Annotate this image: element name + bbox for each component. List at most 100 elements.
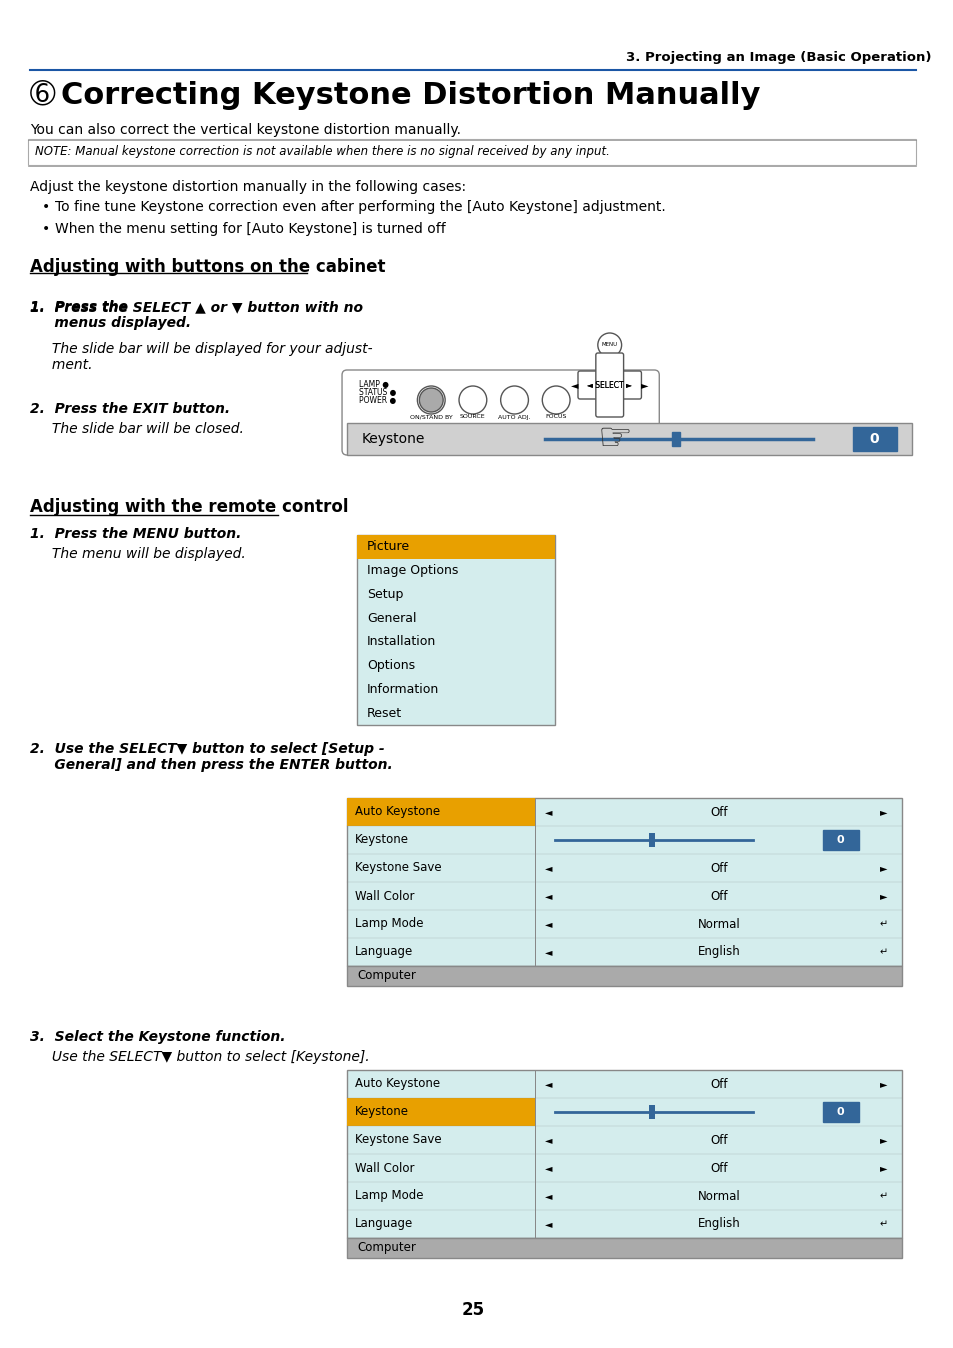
Text: 0: 0 <box>836 1107 843 1117</box>
Text: Off: Off <box>709 861 727 875</box>
FancyBboxPatch shape <box>347 423 911 456</box>
Text: FOCUS: FOCUS <box>545 414 566 419</box>
Text: Wall Color: Wall Color <box>355 890 414 903</box>
Text: English: English <box>697 945 740 958</box>
Text: Use the SELECT▼ button to select [Keystone].: Use the SELECT▼ button to select [Keysto… <box>30 1050 369 1064</box>
Text: Adjusting with buttons on the cabinet: Adjusting with buttons on the cabinet <box>30 257 385 276</box>
Bar <box>649 1105 655 1119</box>
Text: 1.  Press the: 1. Press the <box>30 301 132 314</box>
Text: Picture: Picture <box>367 541 410 554</box>
Text: Adjust the keystone distortion manually in the following cases:: Adjust the keystone distortion manually … <box>30 181 465 194</box>
Text: Normal: Normal <box>697 1189 740 1202</box>
Text: Computer: Computer <box>356 1242 416 1255</box>
Text: ►: ► <box>879 891 886 900</box>
Text: Lamp Mode: Lamp Mode <box>355 1189 423 1202</box>
Text: 2.  Press the EXIT button.: 2. Press the EXIT button. <box>30 402 230 417</box>
Text: ◄ SELECT ►: ◄ SELECT ► <box>587 380 632 390</box>
Text: ON/STAND BY: ON/STAND BY <box>410 414 452 419</box>
FancyBboxPatch shape <box>347 798 902 967</box>
Text: Adjusting with the remote control: Adjusting with the remote control <box>30 497 348 516</box>
FancyBboxPatch shape <box>356 535 555 559</box>
Text: Wall Color: Wall Color <box>355 1162 414 1174</box>
Text: 0: 0 <box>836 834 843 845</box>
FancyBboxPatch shape <box>347 967 902 985</box>
Text: Off: Off <box>709 1134 727 1147</box>
Text: ◄: ◄ <box>545 1163 552 1173</box>
Text: Lamp Mode: Lamp Mode <box>355 918 423 930</box>
Text: ◄ SELECT ►: ◄ SELECT ► <box>587 380 632 390</box>
Text: Computer: Computer <box>356 969 416 983</box>
FancyBboxPatch shape <box>852 427 896 452</box>
Text: STATUS ●: STATUS ● <box>358 388 395 398</box>
Text: 2.  Use the SELECT▼ button to select [Setup -
     General] and then press the E: 2. Use the SELECT▼ button to select [Set… <box>30 741 392 772</box>
Text: ►: ► <box>640 380 647 390</box>
Text: Auto Keystone: Auto Keystone <box>355 806 439 818</box>
Text: ↵: ↵ <box>879 919 886 929</box>
Text: ☞: ☞ <box>597 421 632 458</box>
Bar <box>649 833 655 847</box>
FancyBboxPatch shape <box>822 830 858 851</box>
Bar <box>672 431 679 446</box>
Text: ◄: ◄ <box>545 1192 552 1201</box>
Text: LAMP ●: LAMP ● <box>358 380 389 390</box>
FancyBboxPatch shape <box>578 371 640 399</box>
Text: Keystone: Keystone <box>361 431 425 446</box>
Text: AUTO ADJ.: AUTO ADJ. <box>497 414 530 419</box>
Text: Normal: Normal <box>697 918 740 930</box>
Text: SOURCE: SOURCE <box>459 414 485 419</box>
Text: ◄: ◄ <box>545 863 552 874</box>
Text: 3. Projecting an Image (Basic Operation): 3. Projecting an Image (Basic Operation) <box>626 51 931 65</box>
Text: ◄: ◄ <box>545 807 552 817</box>
Text: ►: ► <box>879 863 886 874</box>
FancyBboxPatch shape <box>822 1103 858 1122</box>
Text: ◄: ◄ <box>545 919 552 929</box>
Text: You can also correct the vertical keystone distortion manually.: You can also correct the vertical keysto… <box>30 123 460 137</box>
Circle shape <box>419 388 443 412</box>
Text: 3.  Select the Keystone function.: 3. Select the Keystone function. <box>30 1030 285 1043</box>
Text: ↵: ↵ <box>879 948 886 957</box>
Text: ►: ► <box>879 807 886 817</box>
Text: 0: 0 <box>869 431 879 446</box>
Text: POWER ●: POWER ● <box>358 396 395 406</box>
Text: Off: Off <box>709 1162 727 1174</box>
Text: ◄: ◄ <box>545 891 552 900</box>
Text: ↵: ↵ <box>879 1192 886 1201</box>
FancyBboxPatch shape <box>356 535 555 725</box>
FancyBboxPatch shape <box>347 1099 535 1126</box>
Text: Keystone: Keystone <box>355 833 409 847</box>
Text: Language: Language <box>355 1217 413 1231</box>
Text: Information: Information <box>367 683 438 696</box>
Text: To fine tune Keystone correction even after performing the [Auto Keystone] adjus: To fine tune Keystone correction even af… <box>54 200 664 214</box>
Text: Correcting Keystone Distortion Manually: Correcting Keystone Distortion Manually <box>61 81 760 109</box>
FancyBboxPatch shape <box>596 353 623 417</box>
Text: ►: ► <box>879 1135 886 1144</box>
Text: ◄: ◄ <box>571 380 578 390</box>
Text: The slide bar will be displayed for your adjust-
     ment.: The slide bar will be displayed for your… <box>30 342 372 372</box>
Text: ◄: ◄ <box>545 1135 552 1144</box>
Text: Off: Off <box>709 1077 727 1091</box>
Text: Image Options: Image Options <box>367 563 457 577</box>
Text: 1.  Press the MENU button.: 1. Press the MENU button. <box>30 527 241 541</box>
Text: NOTE: Manual keystone correction is not available when there is no signal receiv: NOTE: Manual keystone correction is not … <box>34 146 609 159</box>
FancyBboxPatch shape <box>347 1237 902 1258</box>
Text: ◄: ◄ <box>545 1078 552 1089</box>
Text: ◄: ◄ <box>545 1219 552 1229</box>
Text: English: English <box>697 1217 740 1231</box>
Text: Auto Keystone: Auto Keystone <box>355 1077 439 1091</box>
Text: ►: ► <box>879 1078 886 1089</box>
FancyBboxPatch shape <box>342 369 659 456</box>
Text: Off: Off <box>709 890 727 903</box>
Text: Language: Language <box>355 945 413 958</box>
Text: General: General <box>367 612 416 624</box>
FancyBboxPatch shape <box>347 1070 902 1237</box>
Text: Keystone Save: Keystone Save <box>355 861 441 875</box>
Text: •: • <box>42 222 50 236</box>
Text: 1.  Press the SELECT ▲ or ▼ button with no
     menus displayed.: 1. Press the SELECT ▲ or ▼ button with n… <box>30 301 362 330</box>
Text: Keystone Save: Keystone Save <box>355 1134 441 1147</box>
Text: Off: Off <box>709 806 727 818</box>
Text: •: • <box>42 200 50 214</box>
Text: ↵: ↵ <box>879 1219 886 1229</box>
Text: ◄: ◄ <box>545 948 552 957</box>
Text: Keystone: Keystone <box>355 1105 409 1119</box>
Text: Setup: Setup <box>367 588 403 601</box>
